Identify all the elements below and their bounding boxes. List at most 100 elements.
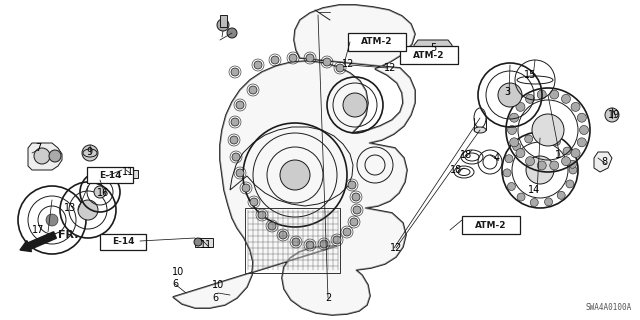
Circle shape: [46, 214, 58, 226]
Text: 16: 16: [97, 188, 109, 198]
Circle shape: [532, 114, 564, 146]
Text: FR.: FR.: [58, 230, 79, 240]
Circle shape: [568, 160, 577, 168]
Circle shape: [82, 145, 98, 161]
Text: 11: 11: [200, 240, 212, 250]
Circle shape: [566, 180, 574, 188]
Circle shape: [271, 56, 279, 64]
Circle shape: [537, 90, 547, 99]
Text: 8: 8: [601, 157, 607, 167]
Circle shape: [561, 94, 570, 103]
Circle shape: [498, 83, 522, 107]
Circle shape: [279, 231, 287, 239]
FancyArrow shape: [20, 232, 56, 252]
Circle shape: [353, 206, 361, 214]
Circle shape: [78, 200, 98, 220]
Circle shape: [236, 169, 244, 177]
Text: 6: 6: [212, 293, 218, 303]
Text: 5: 5: [430, 43, 436, 53]
Circle shape: [516, 102, 525, 111]
Ellipse shape: [474, 127, 486, 133]
Circle shape: [289, 54, 297, 62]
Circle shape: [306, 54, 314, 62]
Text: E-14: E-14: [112, 237, 134, 246]
Circle shape: [577, 113, 586, 122]
Text: 10: 10: [172, 267, 184, 277]
Circle shape: [343, 228, 351, 236]
Text: 12: 12: [390, 243, 402, 253]
Text: 12: 12: [342, 59, 354, 69]
Circle shape: [121, 170, 129, 178]
Circle shape: [505, 155, 513, 163]
Circle shape: [537, 161, 547, 170]
Circle shape: [508, 182, 515, 190]
Text: 3: 3: [504, 87, 510, 97]
Circle shape: [503, 169, 511, 177]
Circle shape: [323, 58, 331, 66]
Circle shape: [525, 157, 534, 166]
Circle shape: [232, 153, 240, 161]
Circle shape: [525, 94, 534, 103]
Polygon shape: [414, 40, 452, 62]
Circle shape: [343, 93, 367, 117]
Text: 12: 12: [384, 63, 396, 73]
Circle shape: [352, 193, 360, 201]
Circle shape: [509, 113, 518, 122]
Bar: [100, 234, 146, 250]
Circle shape: [517, 193, 525, 201]
FancyBboxPatch shape: [348, 33, 406, 51]
Circle shape: [254, 61, 262, 69]
FancyBboxPatch shape: [462, 216, 520, 234]
Text: E-14: E-14: [99, 171, 121, 180]
Text: 18: 18: [450, 165, 462, 175]
Circle shape: [34, 148, 50, 164]
Circle shape: [516, 149, 525, 158]
Circle shape: [561, 157, 570, 166]
Circle shape: [579, 125, 589, 134]
Text: 17: 17: [32, 225, 44, 235]
Bar: [87, 167, 133, 183]
Bar: [122, 170, 138, 178]
Circle shape: [539, 133, 547, 141]
Polygon shape: [28, 143, 62, 170]
Text: 15: 15: [524, 70, 536, 80]
Polygon shape: [173, 5, 415, 315]
Text: 14: 14: [528, 185, 540, 195]
Circle shape: [231, 68, 239, 76]
Text: 2: 2: [325, 293, 331, 303]
Circle shape: [571, 102, 580, 111]
Circle shape: [94, 186, 106, 198]
Text: 19: 19: [608, 110, 620, 120]
Circle shape: [509, 138, 518, 147]
Circle shape: [194, 238, 202, 246]
Text: 6: 6: [172, 279, 178, 289]
Circle shape: [336, 64, 344, 72]
Circle shape: [280, 160, 310, 190]
Text: ATM-2: ATM-2: [413, 51, 445, 60]
Circle shape: [230, 136, 238, 144]
Circle shape: [577, 138, 586, 147]
Circle shape: [268, 222, 276, 230]
Circle shape: [258, 211, 266, 219]
Bar: [245, 208, 340, 273]
Circle shape: [508, 125, 516, 134]
Bar: [220, 15, 227, 27]
Circle shape: [526, 156, 554, 184]
Circle shape: [348, 181, 356, 189]
Text: 11: 11: [122, 167, 134, 177]
Text: 7: 7: [35, 143, 41, 153]
Circle shape: [531, 198, 538, 206]
Text: 10: 10: [212, 280, 224, 290]
Circle shape: [550, 161, 559, 170]
Circle shape: [250, 198, 258, 206]
Text: 4: 4: [494, 153, 500, 163]
Circle shape: [236, 101, 244, 109]
Text: 1: 1: [555, 150, 561, 160]
Circle shape: [333, 236, 341, 244]
Circle shape: [242, 184, 250, 192]
Circle shape: [513, 143, 521, 151]
Text: 13: 13: [64, 203, 76, 213]
Bar: [195, 238, 213, 247]
Circle shape: [227, 28, 237, 38]
Circle shape: [571, 149, 580, 158]
